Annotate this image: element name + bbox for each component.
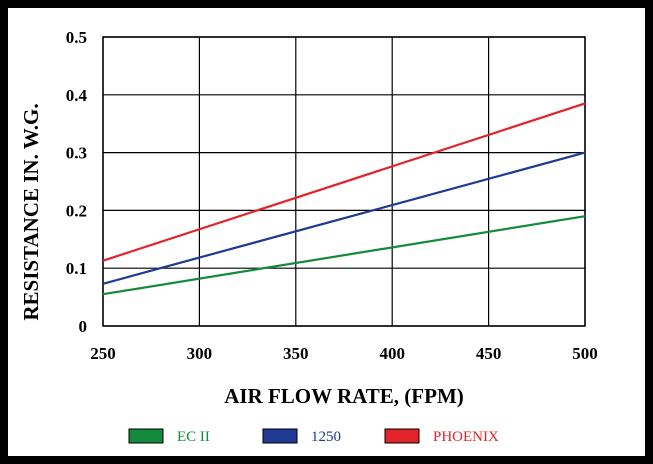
tick-labels: 250 300 350 400 450 500 0 0.1 0.2 0.3 0.4 0.5 (66, 28, 598, 363)
y-axis-title: RESISTANCE IN. W.G. (19, 103, 43, 320)
series-line-ec-ii (102, 215, 586, 296)
series-line-phoenix (102, 102, 586, 262)
legend-label-ec-ii: EC II (177, 429, 210, 445)
x-tick-label: 350 (283, 344, 309, 363)
legend-label-1250: 1250 (311, 429, 341, 445)
y-tick-label: 0.3 (66, 144, 87, 163)
legend-swatch-ec-ii (128, 428, 164, 444)
plot-area-border (102, 36, 586, 327)
y-tick-label: 0.2 (66, 201, 87, 220)
x-axis-title: AIR FLOW RATE, (FPM) (224, 384, 464, 408)
legend-label-phoenix: PHOENIX (433, 429, 499, 445)
x-tick-label: 400 (379, 344, 405, 363)
y-tick-label: 0.4 (66, 86, 88, 105)
x-tick-label: 250 (90, 344, 116, 363)
legend-swatch-1250 (262, 428, 298, 444)
x-tick-label: 500 (572, 344, 598, 363)
x-tick-label: 300 (187, 344, 213, 363)
series-line-1250 (102, 151, 586, 285)
legend-swatch-phoenix (384, 428, 420, 444)
x-tick-label: 450 (476, 344, 502, 363)
series-lines (102, 102, 586, 296)
legend: EC II 1250 PHOENIX (128, 428, 499, 445)
y-tick-label: 0.1 (66, 259, 87, 278)
y-tick-label: 0.5 (66, 28, 87, 47)
y-tick-label: 0 (79, 317, 88, 336)
